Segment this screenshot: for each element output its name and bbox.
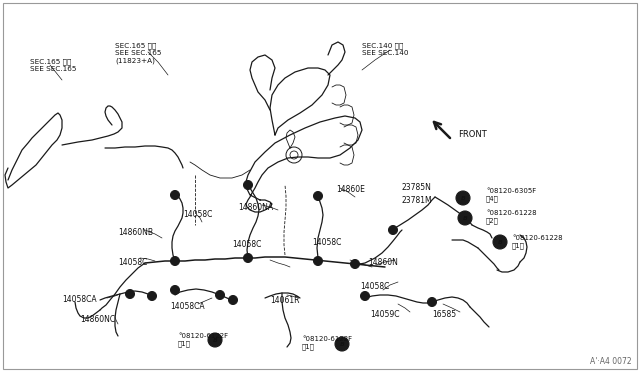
Text: FRONT: FRONT — [458, 130, 487, 139]
Text: 16585: 16585 — [432, 310, 456, 319]
Text: 23781M: 23781M — [402, 196, 433, 205]
Circle shape — [170, 285, 179, 295]
Circle shape — [335, 337, 349, 351]
Text: 14860E: 14860E — [336, 185, 365, 194]
Text: 14058C: 14058C — [118, 258, 147, 267]
Text: 14058C: 14058C — [312, 238, 341, 247]
Text: SEC.165 参照
SEE SEC.165
(11823+A): SEC.165 参照 SEE SEC.165 (11823+A) — [115, 42, 161, 64]
Text: °08120-6122F
（1）: °08120-6122F （1） — [178, 333, 228, 347]
Text: 14860N: 14860N — [368, 258, 398, 267]
Circle shape — [428, 298, 436, 307]
Circle shape — [170, 257, 179, 266]
Text: 14061R: 14061R — [270, 296, 300, 305]
Text: 14059C: 14059C — [370, 310, 399, 319]
Text: SEC.140 参照
SEE SEC.140: SEC.140 参照 SEE SEC.140 — [362, 42, 408, 56]
Text: B: B — [340, 341, 344, 346]
Circle shape — [314, 257, 323, 266]
Circle shape — [216, 291, 225, 299]
Circle shape — [456, 191, 470, 205]
Circle shape — [147, 292, 157, 301]
Text: A'·A4 0072: A'·A4 0072 — [590, 357, 632, 366]
Text: SEC.165 参照
SEE SEC.165: SEC.165 参照 SEE SEC.165 — [30, 58, 77, 72]
Text: 14860NB: 14860NB — [118, 228, 153, 237]
Circle shape — [228, 295, 237, 305]
Circle shape — [458, 211, 472, 225]
Text: 23785N: 23785N — [402, 183, 432, 192]
Text: 14058C: 14058C — [183, 210, 212, 219]
Text: °08120-6122F
（1）: °08120-6122F （1） — [302, 336, 352, 350]
Text: 14058C: 14058C — [360, 282, 389, 291]
Circle shape — [243, 253, 253, 263]
Circle shape — [125, 289, 134, 298]
Text: B: B — [212, 337, 218, 343]
Text: 14860NC: 14860NC — [80, 315, 115, 324]
Text: B: B — [461, 196, 465, 201]
Text: 14058CA: 14058CA — [170, 302, 205, 311]
Text: °08120-61228
（2）: °08120-61228 （2） — [486, 210, 536, 224]
Circle shape — [351, 260, 360, 269]
Text: B: B — [498, 240, 502, 244]
Text: °08120-6305F
（4）: °08120-6305F （4） — [486, 188, 536, 202]
Circle shape — [170, 190, 179, 199]
Circle shape — [314, 192, 323, 201]
Text: 14058C: 14058C — [232, 240, 261, 249]
Circle shape — [493, 235, 507, 249]
Text: 14860NA: 14860NA — [238, 203, 273, 212]
Text: B: B — [463, 215, 467, 221]
Text: 14058CA: 14058CA — [62, 295, 97, 304]
Circle shape — [360, 292, 369, 301]
Text: °08120-61228
（1）: °08120-61228 （1） — [512, 235, 563, 249]
Circle shape — [388, 225, 397, 234]
Circle shape — [243, 180, 253, 189]
Circle shape — [208, 333, 222, 347]
